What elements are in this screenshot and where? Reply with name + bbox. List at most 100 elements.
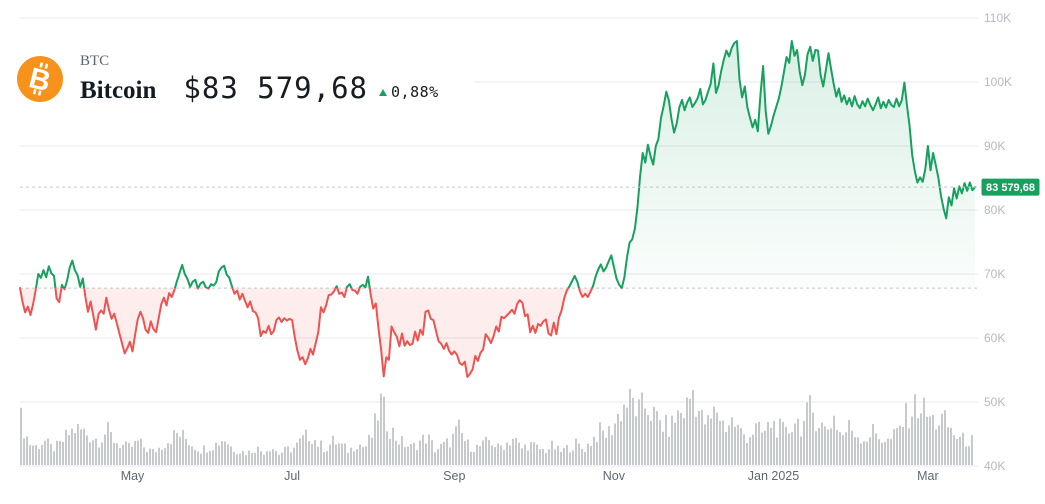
x-tick-label: Jan 2025 xyxy=(748,469,799,483)
volume-bar xyxy=(461,433,463,465)
volume-bar xyxy=(416,450,418,465)
volume-bar xyxy=(839,432,841,465)
y-tick-label: 50K xyxy=(984,395,1005,409)
x-tick-label: May xyxy=(121,469,145,483)
volume-bar xyxy=(440,443,442,465)
volume-bar xyxy=(569,452,571,465)
volume-bar xyxy=(512,438,514,465)
volume-bar xyxy=(191,446,193,465)
volume-bar xyxy=(617,414,619,465)
volume-bar xyxy=(506,442,508,465)
volume-bar xyxy=(803,420,805,465)
volume-bar xyxy=(851,430,853,465)
volume-bar xyxy=(260,451,262,465)
volume-bar xyxy=(827,429,829,465)
volume-bar xyxy=(614,423,616,465)
volume-bar xyxy=(602,430,604,465)
volume-bar xyxy=(410,444,412,465)
volume-bar xyxy=(323,452,325,465)
volume-bar xyxy=(923,397,925,465)
volume-bar xyxy=(254,452,256,465)
volume-bar xyxy=(677,410,679,465)
volume-bar xyxy=(530,442,532,465)
asset-name: Bitcoin xyxy=(80,77,157,104)
volume-bar xyxy=(800,436,802,465)
volume-bar xyxy=(740,428,742,465)
volume-bar xyxy=(167,443,169,465)
volume-bar xyxy=(119,448,121,465)
volume-bar xyxy=(59,440,61,465)
volume-bar xyxy=(668,436,670,465)
volume-bar xyxy=(263,454,265,465)
volume-bar xyxy=(641,392,643,465)
volume-bar xyxy=(824,426,826,465)
volume-bar xyxy=(605,437,607,465)
volume-bar xyxy=(218,445,220,465)
volume-bar xyxy=(332,435,334,465)
volume-bar xyxy=(764,430,766,465)
volume-bar xyxy=(449,447,451,465)
volume-bar xyxy=(620,421,622,465)
volume-bar xyxy=(221,441,223,465)
volume-bar xyxy=(206,452,208,465)
volume-bar xyxy=(257,446,259,465)
volume-bar xyxy=(686,397,688,465)
volume-bar xyxy=(251,453,253,465)
volume-bar xyxy=(779,418,781,465)
volume-bar xyxy=(917,418,919,465)
volume-bar xyxy=(575,438,577,465)
volume-bar xyxy=(275,451,277,465)
volume-bar xyxy=(236,454,238,465)
volume-bar xyxy=(404,447,406,465)
volume-bar xyxy=(896,428,898,465)
volume-bar xyxy=(335,444,337,465)
volume-bar xyxy=(545,453,547,465)
volume-bar xyxy=(704,424,706,465)
volume-bar xyxy=(65,429,67,465)
volume-bar xyxy=(683,418,685,465)
volume-bar xyxy=(797,418,799,465)
volume-bar xyxy=(833,415,835,465)
volume-bar xyxy=(656,411,658,465)
volume-bar xyxy=(929,416,931,465)
volume-bar xyxy=(227,444,229,465)
price-change-percent: 0,88% xyxy=(391,83,439,101)
volume-bar xyxy=(77,423,79,465)
volume-bar xyxy=(830,428,832,465)
volume-bar xyxy=(473,452,475,465)
volume-bar xyxy=(539,449,541,465)
volume-bar xyxy=(638,399,640,465)
volume-bar xyxy=(866,441,868,465)
volume-bar xyxy=(41,445,43,465)
volume-bar xyxy=(719,420,721,465)
volume-bar xyxy=(143,447,145,465)
volume-bar xyxy=(875,433,877,465)
volume-bar xyxy=(782,422,784,465)
volume-bar xyxy=(746,443,748,465)
volume-bar xyxy=(182,430,184,465)
volume-bar xyxy=(713,406,715,465)
volume-bar xyxy=(92,440,94,465)
volume-bar xyxy=(515,438,517,465)
volume-bar xyxy=(110,431,112,465)
volume-bar xyxy=(80,429,82,465)
volume-bar xyxy=(722,420,724,465)
current-price-tag-label: 83 579,68 xyxy=(986,182,1035,194)
volume-bar xyxy=(809,395,811,465)
y-tick-label: 70K xyxy=(984,267,1005,281)
volume-bar xyxy=(701,409,703,465)
volume-bar xyxy=(578,443,580,465)
volume-bar xyxy=(611,435,613,465)
volume-bar xyxy=(623,404,625,465)
volume-bar xyxy=(554,449,556,465)
volume-bar xyxy=(284,447,286,465)
volume-bar xyxy=(302,435,304,465)
triangle-up-icon xyxy=(379,88,388,96)
volume-bar xyxy=(437,449,439,465)
volume-bar xyxy=(338,443,340,465)
volume-bar xyxy=(497,443,499,465)
volume-bar xyxy=(122,445,124,465)
volume-bar xyxy=(161,449,163,465)
volume-bar xyxy=(584,452,586,465)
